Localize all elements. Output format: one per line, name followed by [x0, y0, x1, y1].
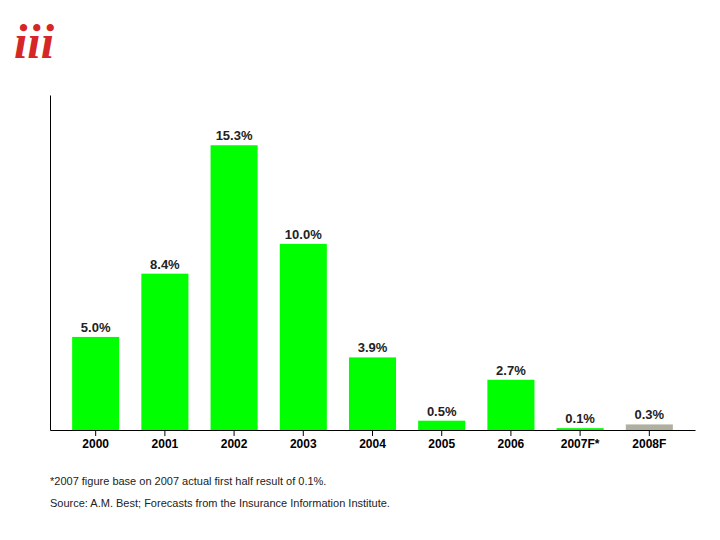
- x-tick-label: 2001: [152, 437, 179, 451]
- data-label: 0.3%: [635, 407, 665, 422]
- logo: iii: [14, 15, 55, 68]
- data-label: 2.7%: [496, 363, 526, 378]
- data-labels: 5.0% 8.4% 15.3% 10.0% 3.9% 0.5% 2.7% 0.1% 0.3%: [81, 128, 665, 426]
- x-tick-label: 2002: [221, 437, 248, 451]
- x-tick-mark: [95, 430, 96, 436]
- x-tick-mark: [372, 430, 373, 436]
- x-tick-mark: [580, 430, 581, 436]
- x-tick-mark: [441, 430, 442, 436]
- x-tick-label: 2004: [359, 437, 386, 451]
- chart: 2000 2001 2002 2003 2004 2005 2006 2007F* 2008F 5…: [0, 0, 720, 540]
- bar: [349, 357, 396, 430]
- x-tick-mark: [234, 430, 235, 436]
- bar: [626, 424, 673, 430]
- x-tick: 2007F*: [561, 430, 600, 451]
- bar: [557, 428, 604, 430]
- x-tick: 2008F: [632, 430, 666, 451]
- x-tick: 2005: [428, 430, 455, 451]
- x-tick: 2001: [152, 430, 179, 451]
- data-label: 0.5%: [427, 404, 457, 419]
- x-axis: 2000 2001 2002 2003 2004 2005 2006 2007F* 2008F: [51, 430, 696, 451]
- x-tick-mark: [303, 430, 304, 436]
- bars: [72, 145, 673, 430]
- bar: [211, 145, 258, 430]
- bar: [141, 274, 188, 430]
- data-label: 8.4%: [150, 257, 180, 272]
- x-tick-label: 2000: [82, 437, 109, 451]
- x-tick-mark: [649, 430, 650, 436]
- y-axis: [50, 96, 51, 431]
- x-tick: 2003: [290, 430, 317, 451]
- x-tick-label: 2008F: [632, 437, 666, 451]
- data-label: 15.3%: [216, 128, 253, 143]
- plot: 2000 2001 2002 2003 2004 2005 2006 2007F* 2008F 5…: [51, 96, 696, 451]
- x-tick: 2002: [221, 430, 248, 451]
- x-tick-label: 2006: [498, 437, 525, 451]
- data-label: 10.0%: [285, 227, 322, 242]
- x-tick: 2000: [82, 430, 109, 451]
- data-label: 5.0%: [81, 320, 111, 335]
- x-tick-mark: [164, 430, 165, 436]
- x-tick: 2004: [359, 430, 386, 451]
- footnote: *2007 figure base on 2007 actual first h…: [50, 475, 326, 487]
- data-label: 3.9%: [358, 340, 388, 355]
- x-tick-label: 2003: [290, 437, 317, 451]
- x-tick-mark: [510, 430, 511, 436]
- x-tick: 2006: [498, 430, 525, 451]
- y-axis-line: [50, 96, 51, 431]
- bar: [72, 337, 119, 430]
- x-tick-label: 2007F*: [561, 437, 600, 451]
- data-label: 0.1%: [565, 411, 595, 426]
- bar: [418, 421, 465, 430]
- footnote: Source: A.M. Best; Forecasts from the In…: [50, 497, 390, 509]
- bar: [280, 244, 327, 430]
- x-tick-label: 2005: [428, 437, 455, 451]
- bar: [487, 380, 534, 430]
